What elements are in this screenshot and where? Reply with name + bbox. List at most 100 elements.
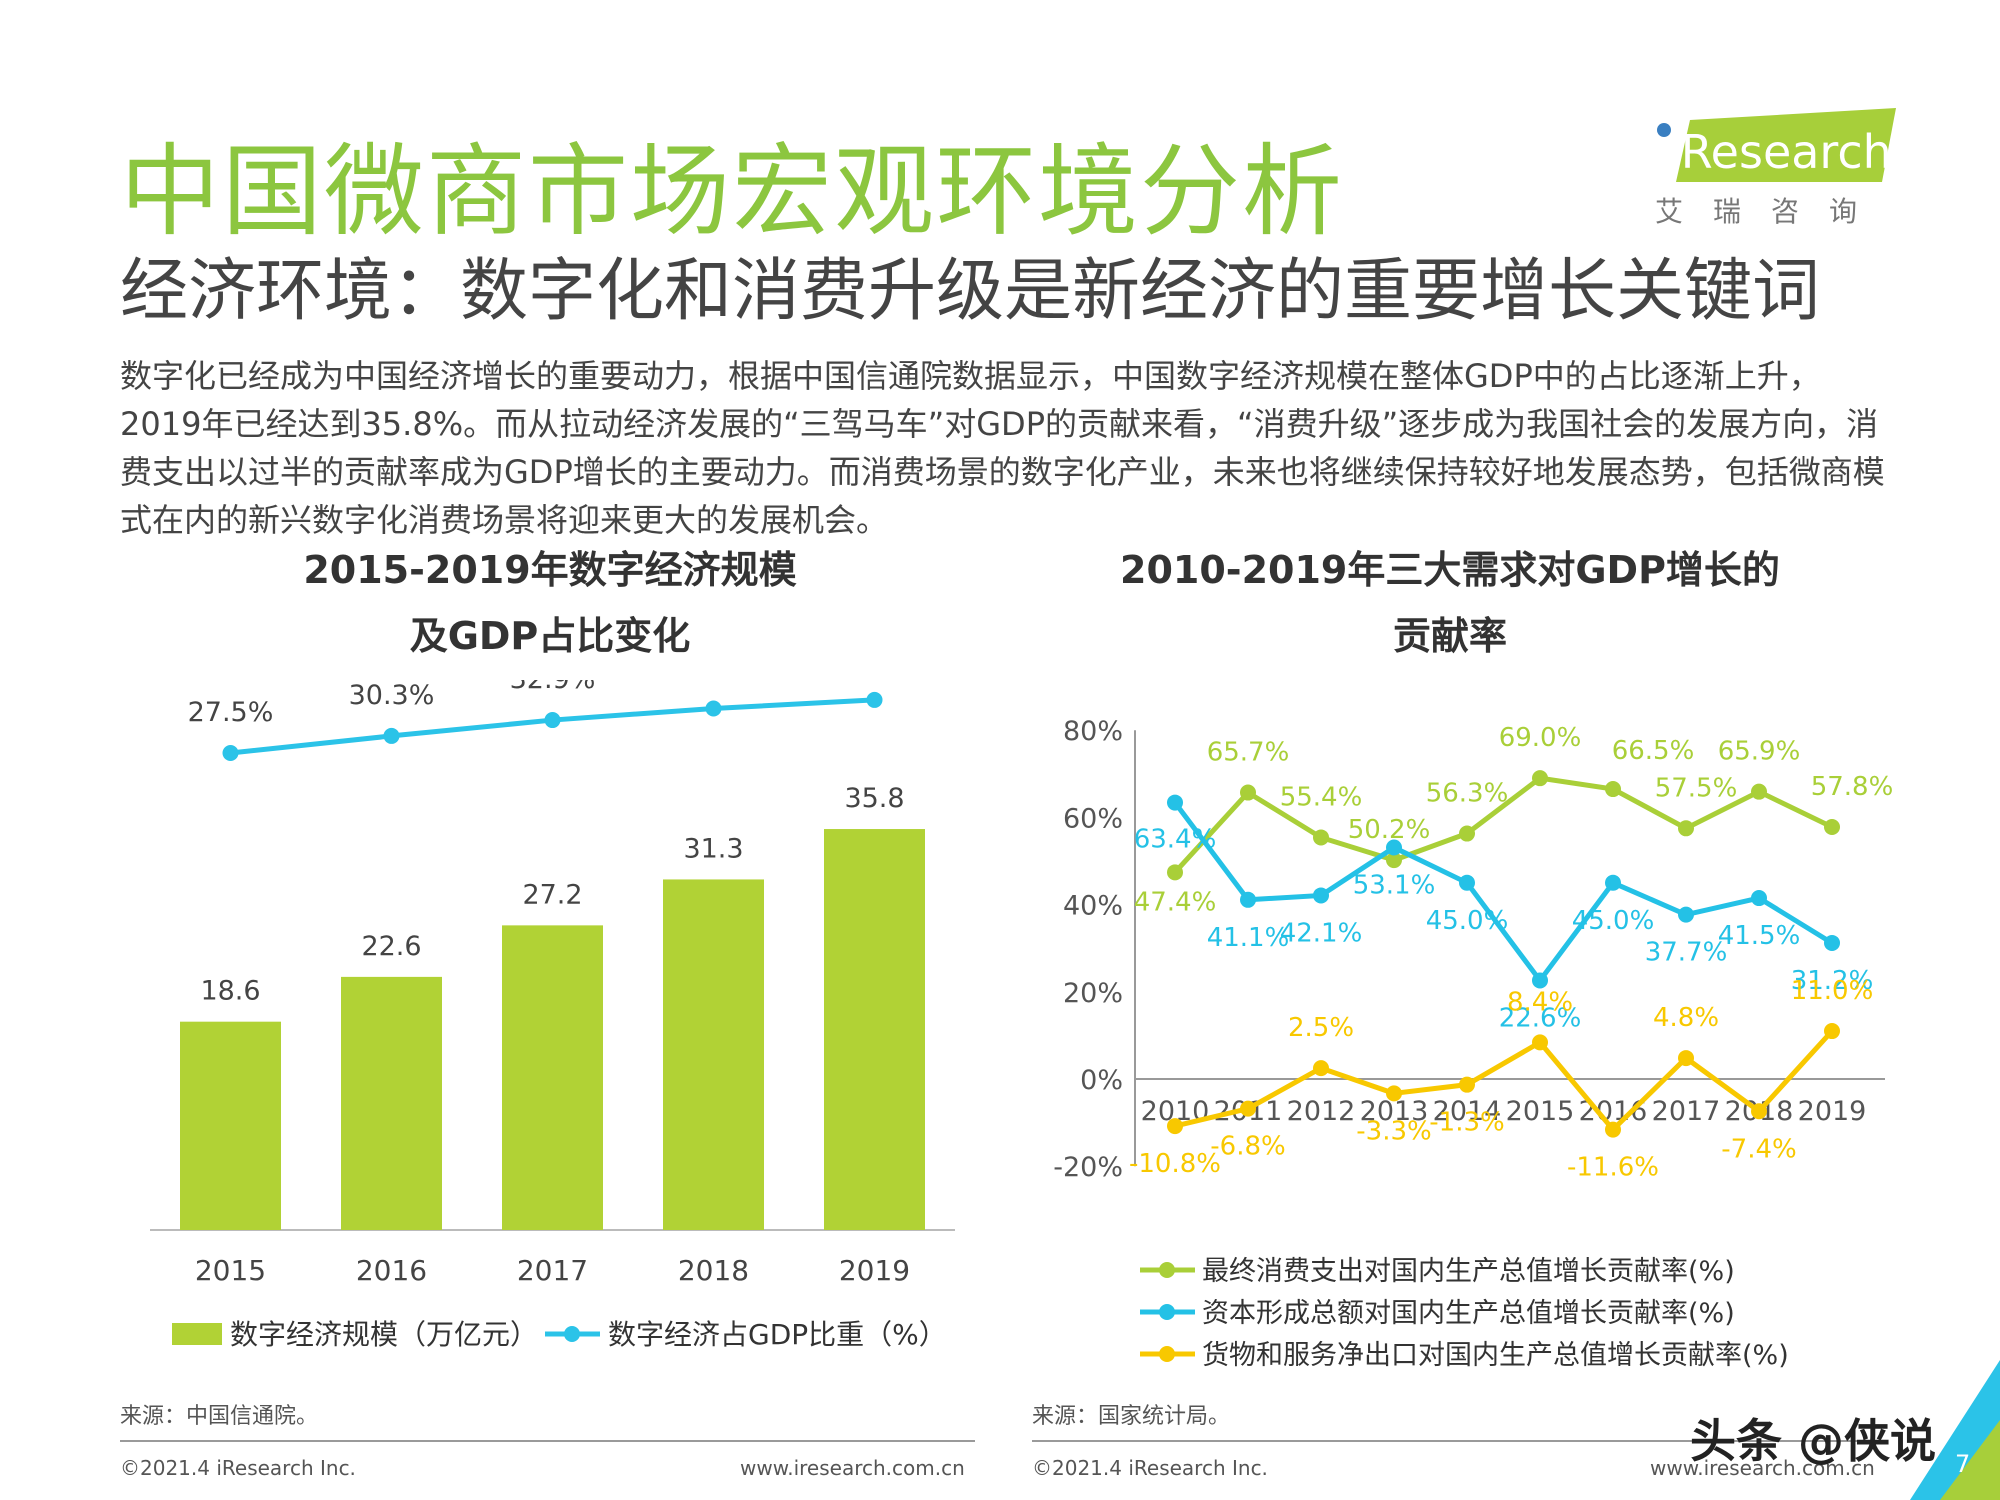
chart2-point-label: 65.7% bbox=[1207, 738, 1290, 768]
chart1-legend-bar-swatch bbox=[172, 1323, 222, 1345]
chart2-point-label: 53.1% bbox=[1353, 870, 1436, 900]
chart2-point bbox=[1313, 829, 1329, 846]
chart1-title-line1: 2015-2019年数字经济规模 bbox=[303, 548, 797, 592]
chart2-point-label: 56.3% bbox=[1426, 779, 1509, 809]
chart2-point bbox=[1605, 1121, 1621, 1138]
footer-copyright-left: ©2021.4 iResearch Inc. bbox=[120, 1456, 356, 1480]
chart2-point-label: 45.0% bbox=[1572, 906, 1655, 936]
chart2-point bbox=[1532, 972, 1548, 989]
chart2-x-tick: 2017 bbox=[1652, 1096, 1721, 1127]
chart1-legend-bar-label: 数字经济规模（万亿元） bbox=[230, 1318, 538, 1351]
page-subtitle: 经济环境：数字化和消费升级是新经济的重要增长关键词 bbox=[120, 252, 1821, 331]
chart2-point-label: 66.5% bbox=[1612, 736, 1695, 766]
chart1-digital-economy: 18.6 2015 22.6 2016 27.2 2017 31.3 2018 35.8 2019… bbox=[150, 680, 955, 1351]
chart2-point-label: 31.2% bbox=[1791, 966, 1874, 996]
chart2-point-label: 4.8% bbox=[1653, 1003, 1719, 1033]
chart2-legend-marker bbox=[1159, 1346, 1175, 1362]
chart2-point bbox=[1167, 1118, 1183, 1135]
chart2-legend-label: 最终消费支出对国内生产总值增长贡献率(%) bbox=[1202, 1256, 1735, 1287]
chart2-point-label: 50.2% bbox=[1348, 815, 1431, 845]
logo-chinese-text: 艾瑞咨询 bbox=[1655, 195, 1888, 228]
chart2-point bbox=[1240, 784, 1256, 801]
intro-paragraph: 数字化已经成为中国经济增长的重要动力，根据中国信通院数据显示，中国数字经济规模在… bbox=[120, 357, 1885, 539]
chart1-line-label: 32.9% bbox=[510, 680, 596, 695]
chart2-y-tick: -20% bbox=[1053, 1152, 1123, 1183]
page-title: 中国微商市场宏观环境分析 bbox=[120, 133, 1344, 250]
chart2-point-label: -7.4% bbox=[1721, 1134, 1796, 1164]
chart1-line-point bbox=[866, 691, 883, 708]
chart1-bar bbox=[180, 1021, 281, 1230]
chart2-source: 来源：国家统计局。 bbox=[1032, 1404, 1231, 1429]
chart1-bar bbox=[824, 829, 925, 1230]
chart1-bar bbox=[341, 976, 442, 1230]
chart2-point bbox=[1386, 1085, 1402, 1102]
chart2-point bbox=[1240, 891, 1256, 908]
chart1-x-tick: 2017 bbox=[517, 1254, 588, 1287]
chart2-point-label: 45.0% bbox=[1426, 906, 1509, 936]
chart2-point bbox=[1386, 839, 1402, 856]
chart1-line-point bbox=[222, 745, 239, 761]
chart1-line-point bbox=[544, 712, 561, 729]
chart1-line-label: 30.3% bbox=[349, 680, 435, 711]
chart1-line-point bbox=[383, 727, 400, 744]
chart2-point-label: 11.0% bbox=[1791, 976, 1874, 1006]
chart1-source: 来源：中国信通院。 bbox=[120, 1404, 319, 1429]
chart2-point bbox=[1605, 781, 1621, 798]
chart2-series-line bbox=[1173, 801, 1834, 985]
chart1-legend-line-label: 数字经济占GDP比重（%） bbox=[608, 1318, 947, 1351]
chart2-title-line1: 2010-2019年三大需求对GDP增长的 bbox=[1120, 548, 1780, 592]
chart2-point-label: -1.3% bbox=[1429, 1108, 1504, 1138]
chart1-title-line2: 及GDP占比变化 bbox=[409, 614, 691, 658]
chart1-bar bbox=[663, 879, 764, 1230]
chart2-legend-label: 货物和服务净出口对国内生产总值增长贡献率(%) bbox=[1202, 1340, 1789, 1371]
chart1-line-point bbox=[705, 700, 722, 717]
chart2-point bbox=[1824, 1023, 1840, 1040]
chart1-x-tick: 2016 bbox=[356, 1254, 427, 1287]
chart2-point bbox=[1167, 794, 1183, 811]
chart2-point bbox=[1240, 1100, 1256, 1117]
chart1-x-tick: 2018 bbox=[678, 1254, 749, 1287]
footer-copyright-right: ©2021.4 iResearch Inc. bbox=[1032, 1456, 1268, 1480]
chart2-point bbox=[1751, 890, 1767, 907]
chart1-title: 2015-2019年数字经济规模 及GDP占比变化 bbox=[150, 537, 950, 669]
footer-url-right[interactable]: www.iresearch.com.cn bbox=[1650, 1456, 1875, 1480]
chart2-x-tick: 2019 bbox=[1798, 1096, 1867, 1127]
watermark-text: 头条 @侠说 bbox=[1690, 1414, 1937, 1468]
chart1-line-label: 27.5% bbox=[188, 697, 274, 728]
chart1-line-label: 34.8% bbox=[671, 680, 757, 683]
chart2-point bbox=[1751, 1103, 1767, 1120]
chart1-x-tick: 2015 bbox=[195, 1254, 266, 1287]
chart2-point-label: 41.1% bbox=[1207, 923, 1290, 953]
chart2-point-label: 57.8% bbox=[1811, 772, 1894, 802]
chart2-point bbox=[1678, 820, 1694, 837]
chart2-y-tick: 0% bbox=[1080, 1065, 1123, 1096]
chart1-bar-label: 35.8 bbox=[844, 783, 904, 814]
chart2-point bbox=[1605, 874, 1621, 891]
chart2-point-label: 65.9% bbox=[1718, 737, 1801, 767]
chart2-x-tick: 2015 bbox=[1506, 1096, 1575, 1127]
chart2-point bbox=[1824, 818, 1840, 835]
chart2-point bbox=[1459, 1076, 1475, 1093]
chart1-bar-label: 27.2 bbox=[522, 879, 582, 910]
logo-text: iResearch bbox=[1668, 125, 1892, 179]
chart2-series-line bbox=[1173, 775, 1834, 875]
chart2-point-label: 42.1% bbox=[1280, 918, 1363, 948]
chart2-point-label: 8.4% bbox=[1507, 987, 1573, 1017]
chart2-point-label: 47.4% bbox=[1134, 887, 1217, 917]
chart2-point bbox=[1678, 906, 1694, 923]
iresearch-logo: iResearch bbox=[1657, 108, 1896, 182]
chart1-bar-label: 18.6 bbox=[200, 976, 260, 1007]
chart2-point bbox=[1459, 825, 1475, 842]
chart2-point-label: 69.0% bbox=[1499, 723, 1582, 753]
chart2-point-label: -3.3% bbox=[1356, 1116, 1431, 1146]
page-number: 7 bbox=[1955, 1450, 1971, 1478]
footer-url-left[interactable]: www.iresearch.com.cn bbox=[740, 1456, 965, 1480]
chart2-point-label: 57.5% bbox=[1655, 773, 1738, 803]
chart2-series-line bbox=[1174, 1029, 1834, 1134]
chart2-point-label: 2.5% bbox=[1288, 1013, 1354, 1043]
chart2-point-label: 41.5% bbox=[1718, 921, 1801, 951]
chart2-y-tick: 20% bbox=[1063, 978, 1123, 1009]
corner-decoration bbox=[1910, 1360, 2000, 1500]
chart2-point-label: 22.6% bbox=[1499, 1003, 1582, 1033]
chart2-point-label: 63.4% bbox=[1134, 825, 1217, 855]
